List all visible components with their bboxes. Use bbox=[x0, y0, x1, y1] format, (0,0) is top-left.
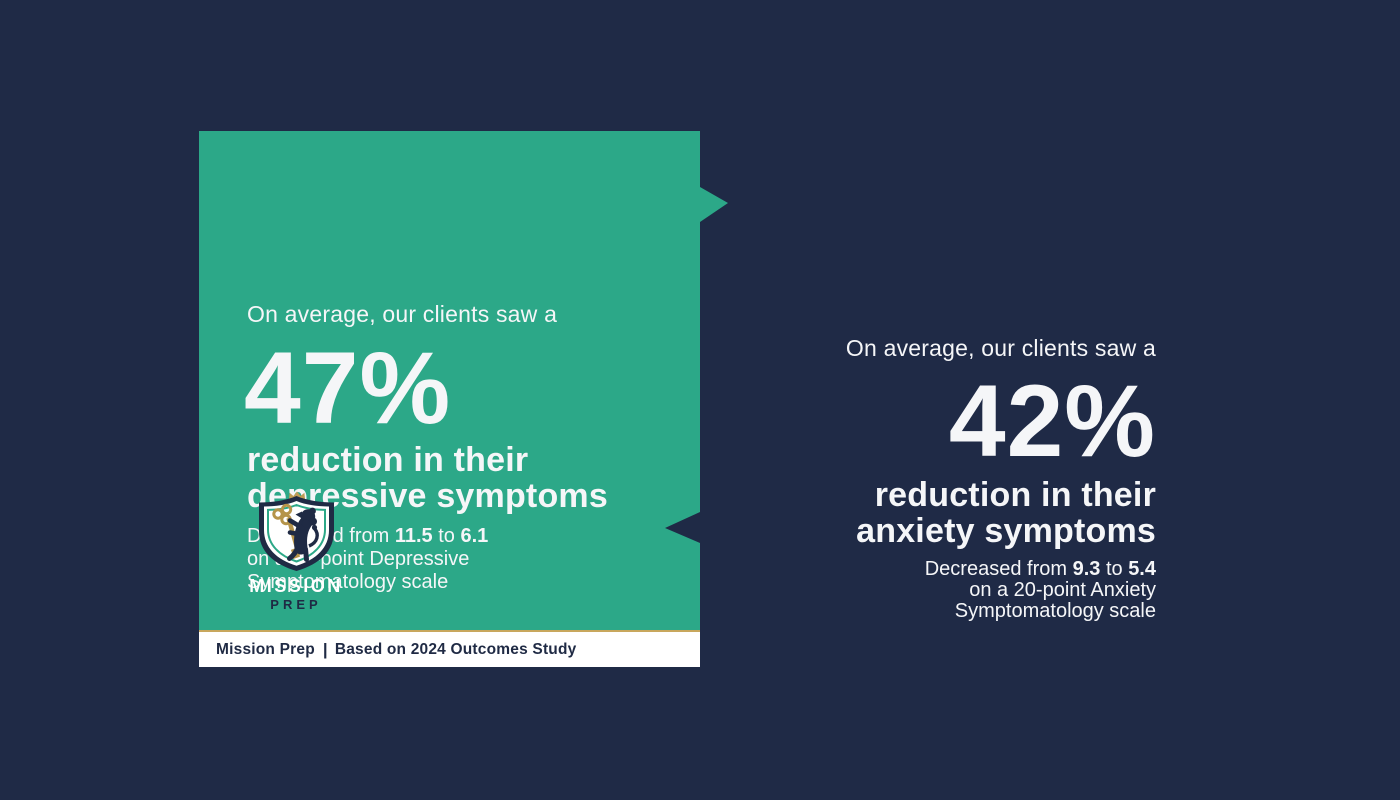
footer-divider: | bbox=[322, 639, 328, 659]
crown-icon bbox=[288, 491, 305, 499]
anxiety-headline: reduction in their anxiety symptoms bbox=[736, 476, 1156, 550]
detail-from-value: 9.3 bbox=[1072, 558, 1101, 580]
depression-headline-line1: reduction in their bbox=[247, 441, 529, 479]
detail-to-value: 5.4 bbox=[1128, 558, 1156, 580]
detail-to-value: 6.1 bbox=[460, 525, 489, 547]
depression-intro-text: On average, our clients saw a bbox=[247, 301, 558, 327]
anxiety-stat-value: 42% bbox=[948, 364, 1156, 478]
card-tail-right-icon bbox=[700, 187, 728, 222]
anxiety-detail-line3: Symptomatology scale bbox=[954, 600, 1156, 622]
detail-from-value: 11.5 bbox=[394, 525, 433, 547]
footer-brand-text: Mission Prep bbox=[216, 640, 315, 658]
card-notch-left-icon bbox=[665, 512, 700, 543]
mission-prep-logo: MISSION PREP bbox=[239, 491, 353, 612]
logo-name-text: MISSION bbox=[249, 576, 343, 596]
lion-icon bbox=[286, 507, 319, 562]
depression-detail-line3: Symptomatology scale bbox=[247, 571, 449, 593]
detail-connector: to bbox=[432, 525, 461, 547]
detail-connector: to bbox=[1100, 558, 1129, 580]
detail-prefix: Decreased from bbox=[924, 558, 1073, 580]
anxiety-headline-line2: anxiety symptoms bbox=[856, 511, 1156, 550]
anxiety-detail-line1: Decreased from 9.3 to 5.4 bbox=[736, 559, 1156, 580]
mission-prep-shield-icon bbox=[258, 491, 334, 571]
logo-subname-text: PREP bbox=[270, 597, 322, 612]
anxiety-headline-line1: reduction in their bbox=[874, 476, 1156, 514]
anxiety-intro-text: On average, our clients saw a bbox=[845, 335, 1156, 361]
anxiety-detail-text: Decreased from 9.3 to 5.4 on a 20-point … bbox=[736, 559, 1156, 622]
anxiety-stat-block: On average, our clients saw a 42% reduct… bbox=[736, 334, 1156, 622]
depression-stat-card: On average, our clients saw a 47% reduct… bbox=[199, 131, 728, 667]
card-footer-bar: Mission Prep | Based on 2024 Outcomes St… bbox=[199, 630, 700, 667]
footer-source-text: Based on 2024 Outcomes Study bbox=[334, 640, 577, 658]
depression-stat-value: 47% bbox=[244, 331, 452, 445]
anxiety-detail-line2: on a 20-point Anxiety bbox=[969, 579, 1156, 601]
